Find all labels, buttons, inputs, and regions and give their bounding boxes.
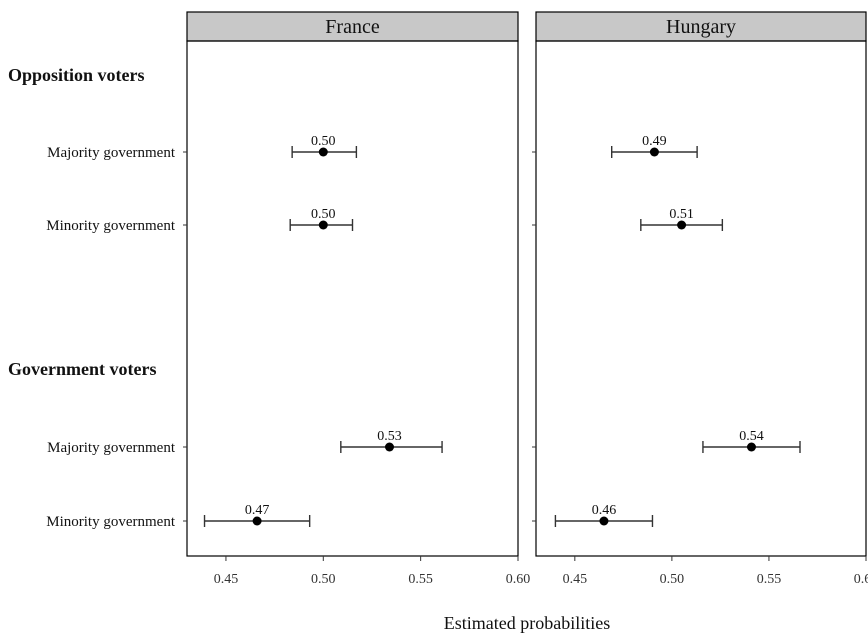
value-label-hungary-opposition-voters-minority-government: 0.51 xyxy=(669,207,694,222)
row-label-opposition-voters-majority-government: Majority government xyxy=(47,145,176,161)
x-tick-label-france-0-45: 0.45 xyxy=(214,572,239,587)
row-label-government-voters-majority-government: Majority government xyxy=(47,440,176,456)
x-tick-label-france-0-60: 0.60 xyxy=(506,572,531,587)
panel-strip-hungary xyxy=(535,11,867,42)
x-tick-label-hungary-0-45: 0.45 xyxy=(563,572,588,587)
point-hungary-government-voters-minority-government xyxy=(599,516,609,526)
panel-frame-hungary xyxy=(535,40,867,557)
point-france-opposition-voters-majority-government xyxy=(318,147,328,157)
value-label-france-opposition-voters-minority-government: 0.50 xyxy=(311,207,336,222)
value-label-hungary-government-voters-majority-government: 0.54 xyxy=(739,429,764,444)
group-label-government-voters: Government voters xyxy=(8,359,156,379)
panel-title-france: France xyxy=(325,16,380,38)
x-axis-title: Estimated probabilities xyxy=(444,613,610,633)
value-label-france-government-voters-majority-government: 0.53 xyxy=(377,429,402,444)
point-hungary-opposition-voters-majority-government xyxy=(649,147,659,157)
row-label-opposition-voters-minority-government: Minority government xyxy=(46,218,176,234)
panel-frame-france xyxy=(186,40,519,557)
value-label-hungary-government-voters-minority-government: 0.46 xyxy=(592,503,617,518)
x-tick-label-hungary-0-60: 0.60 xyxy=(854,572,868,587)
point-hungary-opposition-voters-minority-government xyxy=(677,220,687,230)
point-france-government-voters-majority-government xyxy=(384,442,394,452)
x-tick-label-hungary-0-55: 0.55 xyxy=(757,572,782,587)
row-label-government-voters-minority-government: Minority government xyxy=(46,514,176,530)
value-label-france-opposition-voters-majority-government: 0.50 xyxy=(311,134,336,149)
x-tick-label-france-0-50: 0.50 xyxy=(311,572,336,587)
x-tick-label-hungary-0-50: 0.50 xyxy=(660,572,685,587)
row-labels-layer: Opposition voters Majority government Mino… xyxy=(8,65,176,530)
value-label-hungary-opposition-voters-majority-government: 0.49 xyxy=(642,134,667,149)
value-label-france-government-voters-minority-government: 0.47 xyxy=(245,503,270,518)
panel-france: France 0.45 0.50 0.55 0.60 0.50 0.50 0.53 0.47 xyxy=(183,11,531,587)
panel-strip-france xyxy=(186,11,519,42)
panel-title-hungary: Hungary xyxy=(666,16,736,38)
x-tick-label-france-0-55: 0.55 xyxy=(408,572,433,587)
panel-hungary: Hungary 0.45 0.50 0.55 0.60 0.49 0.51 0.54 0.46 xyxy=(532,11,868,587)
point-france-government-voters-minority-government xyxy=(252,516,262,526)
group-label-opposition-voters: Opposition voters xyxy=(8,65,145,85)
panels-layer: France 0.45 0.50 0.55 0.60 0.50 0.50 0.53 0.47 Hu… xyxy=(183,11,868,587)
point-hungary-government-voters-majority-government xyxy=(746,442,756,452)
point-france-opposition-voters-minority-government xyxy=(318,220,328,230)
